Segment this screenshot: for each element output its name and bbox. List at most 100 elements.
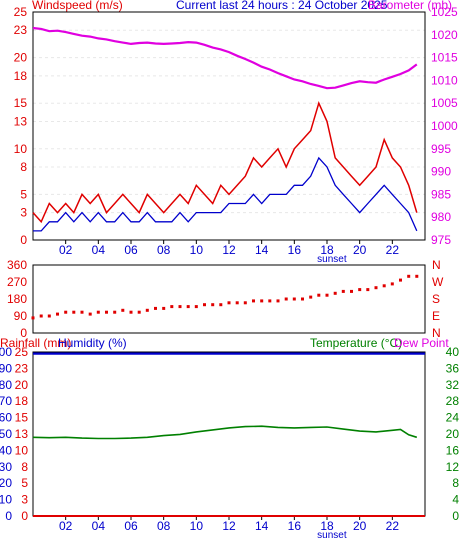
temperature-tick-label: 20 xyxy=(446,427,460,441)
x-tick-label: 04 xyxy=(92,519,106,533)
humidity-tick-label: 60 xyxy=(0,411,12,425)
compass-tick-label: W xyxy=(432,275,444,289)
rainfall-tick-label: 8 xyxy=(21,460,28,474)
humidity-tick-label: 30 xyxy=(0,460,12,474)
chart-title: Current last 24 hours : 24 October 2025 xyxy=(176,0,388,12)
y-left-tick-label: 13 xyxy=(14,114,28,128)
y-left-tick-label: 5 xyxy=(20,187,27,201)
temperature-tick-label: 28 xyxy=(446,394,460,408)
y-left-tick-label: 10 xyxy=(14,142,28,156)
humidity-tick-label: 80 xyxy=(0,378,12,392)
rainfall-tick-label: 5 xyxy=(21,476,28,490)
y-right-tick-label: 1010 xyxy=(431,73,458,87)
compass-tick-label: S xyxy=(432,292,440,306)
direction-point xyxy=(374,286,378,290)
direction-point xyxy=(80,310,84,314)
y-left-tick-label: 8 xyxy=(20,160,27,174)
humidity-tick-label: 0 xyxy=(5,509,12,523)
compass-tick-label: N xyxy=(432,326,441,340)
sunset-marker: sunset xyxy=(317,254,347,265)
direction-point xyxy=(203,303,206,307)
direction-point xyxy=(235,301,239,305)
x-tick-label: 12 xyxy=(222,519,236,533)
y-right-tick-label: 985 xyxy=(431,187,451,201)
direction-point xyxy=(39,314,43,318)
rainfall-legend: Rainfall (mm) xyxy=(0,336,71,350)
direction-point xyxy=(390,282,394,286)
humidity-tick-label: 50 xyxy=(0,427,12,441)
direction-point xyxy=(301,297,304,301)
y-right-tick-label: 1015 xyxy=(431,51,458,65)
y-left-tick-label: 270 xyxy=(7,275,27,289)
x-tick-label: 10 xyxy=(190,243,204,257)
direction-point xyxy=(350,289,353,293)
x-tick-label: 12 xyxy=(222,243,236,257)
x-tick-label: 20 xyxy=(353,519,367,533)
humidity-tick-label: 70 xyxy=(0,394,12,408)
direction-point xyxy=(154,306,157,310)
rainfall-tick-label: 15 xyxy=(15,411,29,425)
y-left-tick-label: 23 xyxy=(14,23,28,37)
temperature-tick-label: 24 xyxy=(446,411,460,425)
x-tick-label: 16 xyxy=(288,243,302,257)
plot-frame xyxy=(32,351,426,517)
direction-point xyxy=(276,299,280,303)
sunset-marker: sunset xyxy=(317,530,347,541)
y-left-tick-label: 15 xyxy=(14,96,28,110)
direction-point xyxy=(47,314,51,318)
direction-point xyxy=(129,310,133,314)
x-tick-label: 20 xyxy=(353,243,367,257)
direction-point xyxy=(268,299,272,303)
x-tick-label: 10 xyxy=(190,519,204,533)
dewpoint-legend: Dew Point xyxy=(394,336,449,350)
direction-point xyxy=(260,299,264,303)
direction-point xyxy=(121,308,125,312)
x-tick-label: 22 xyxy=(386,243,400,257)
direction-point xyxy=(137,310,141,314)
temperature-tick-label: 40 xyxy=(446,345,460,359)
humidity-tick-label: 40 xyxy=(0,443,12,457)
x-tick-label: 14 xyxy=(255,519,269,533)
direction-point xyxy=(186,305,190,309)
direction-point xyxy=(194,305,198,309)
humidity-tick-label: 20 xyxy=(0,476,12,490)
direction-point xyxy=(341,289,345,293)
x-tick-label: 02 xyxy=(59,243,73,257)
wind-gust-line xyxy=(32,101,418,224)
direction-point xyxy=(333,291,337,295)
humidity-tick-label: 100 xyxy=(0,345,12,359)
temperature-tick-label: 12 xyxy=(446,460,460,474)
direction-point xyxy=(399,278,402,282)
windspeed-axis-title: Windspeed (m/s) xyxy=(32,0,123,12)
temperature-tick-label: 36 xyxy=(446,361,460,375)
rainfall-tick-label: 25 xyxy=(15,345,29,359)
rainfall-tick-label: 0 xyxy=(21,509,28,523)
temperature-tick-label: 16 xyxy=(446,443,460,457)
x-tick-label: 08 xyxy=(157,519,171,533)
rainfall-tick-label: 20 xyxy=(15,378,29,392)
direction-point xyxy=(309,295,313,299)
y-left-tick-label: 0 xyxy=(20,233,27,247)
rainfall-tick-label: 23 xyxy=(15,361,29,375)
rainfall-tick-label: 3 xyxy=(21,493,28,507)
direction-point xyxy=(317,293,321,297)
humidity-legend: Humidity (%) xyxy=(58,336,127,350)
direction-point xyxy=(88,312,92,316)
y-left-tick-label: 25 xyxy=(14,5,28,19)
direction-point xyxy=(284,297,288,301)
direction-point xyxy=(56,312,59,316)
rainfall-tick-label: 13 xyxy=(15,427,29,441)
x-tick-label: 14 xyxy=(255,243,269,257)
x-tick-label: 22 xyxy=(386,519,400,533)
y-right-tick-label: 1020 xyxy=(431,28,458,42)
direction-point xyxy=(113,310,117,314)
x-tick-label: 06 xyxy=(124,243,138,257)
y-right-tick-label: 980 xyxy=(431,210,451,224)
barometer-line xyxy=(32,26,418,90)
direction-point xyxy=(105,310,108,314)
y-left-tick-label: 3 xyxy=(20,206,27,220)
y-right-tick-label: 975 xyxy=(431,233,451,247)
y-right-tick-label: 1000 xyxy=(431,119,458,133)
